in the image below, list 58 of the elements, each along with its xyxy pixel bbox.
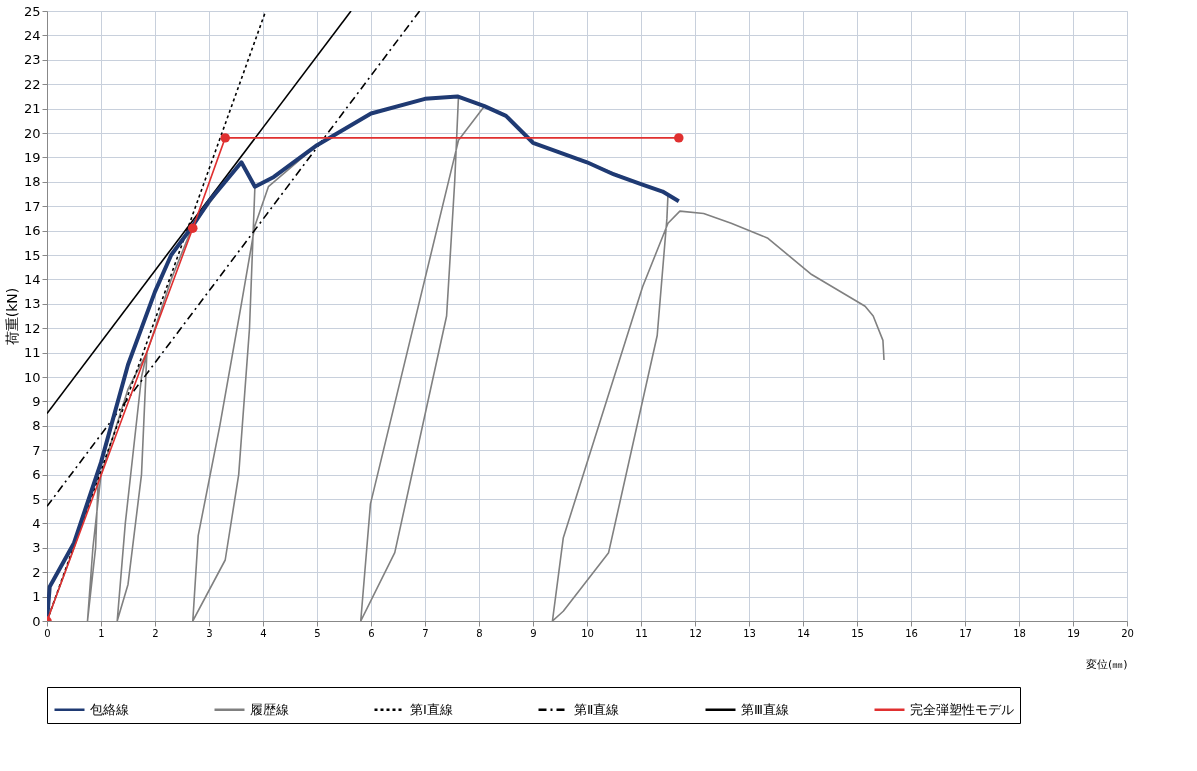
point xyxy=(188,223,198,233)
y-tick-label: 14 xyxy=(23,271,41,287)
x-tick-label: 17 xyxy=(959,627,972,639)
y-axis-title: 荷重(kN) xyxy=(3,287,20,346)
legend-label: 包絡線 xyxy=(90,701,129,717)
legend-label: 第Ⅲ直線 xyxy=(741,701,789,717)
y-tick-label: 19 xyxy=(23,149,41,165)
y-tick-label: 8 xyxy=(32,418,41,434)
point xyxy=(674,133,684,143)
x-tick-label: 12 xyxy=(689,627,702,639)
x-tick-label: 8 xyxy=(476,627,483,639)
y-tick-label: 6 xyxy=(32,467,41,483)
x-tick-label: 2 xyxy=(152,627,159,639)
x-tick-label: 4 xyxy=(260,627,267,639)
x-tick-label: 7 xyxy=(422,627,429,639)
x-tick-label: 6 xyxy=(368,627,375,639)
x-tick-label: 15 xyxy=(851,627,864,639)
x-tick-label: 10 xyxy=(581,627,594,639)
x-tick-label: 13 xyxy=(743,627,756,639)
y-tick-label: 15 xyxy=(23,247,41,263)
y-tick-label: 7 xyxy=(32,442,41,458)
y-tick-label: 4 xyxy=(32,515,41,531)
y-tick-label: 12 xyxy=(23,320,41,336)
y-tick-label: 2 xyxy=(32,564,41,580)
legend-label: 第Ⅱ直線 xyxy=(574,701,620,717)
point xyxy=(220,133,230,143)
x-tick-label: 19 xyxy=(1067,627,1080,639)
y-tick-label: 25 xyxy=(23,3,41,19)
x-tick-label: 1 xyxy=(98,627,105,639)
x-tick-label: 20 xyxy=(1121,627,1134,639)
y-tick-label: 3 xyxy=(32,540,41,556)
y-tick-label: 21 xyxy=(23,101,41,117)
legend-label: 履歴線 xyxy=(250,701,289,717)
x-tick-label: 11 xyxy=(635,627,648,639)
y-tick-label: 17 xyxy=(23,198,41,214)
x-tick-label: 9 xyxy=(530,627,537,639)
y-tick-label: 16 xyxy=(23,223,41,239)
y-tick-label: 18 xyxy=(23,174,41,190)
y-tick-label: 13 xyxy=(23,296,41,312)
x-tick-label: 14 xyxy=(797,627,810,639)
y-tick-label: 0 xyxy=(32,613,41,629)
x-tick-label: 16 xyxy=(905,627,918,639)
y-tick-label: 20 xyxy=(23,125,41,141)
y-tick-label: 23 xyxy=(23,52,41,68)
x-tick-label: 18 xyxy=(1013,627,1026,639)
y-tick-label: 1 xyxy=(32,589,41,605)
y-tick-label: 9 xyxy=(32,393,41,409)
y-tick-label: 10 xyxy=(23,369,41,385)
legend-label: 第Ⅰ直線 xyxy=(410,701,453,717)
y-tick-label: 24 xyxy=(23,27,41,43)
x-tick-label: 5 xyxy=(314,627,321,639)
x-axis-title: 変位(㎜) xyxy=(1085,657,1128,671)
y-tick-label: 11 xyxy=(23,345,41,361)
x-tick-label: 3 xyxy=(206,627,213,639)
x-tick-label: 0 xyxy=(44,627,51,639)
y-tick-label: 22 xyxy=(23,76,41,92)
legend-label: 完全弾塑性モデル xyxy=(910,701,1014,717)
y-tick-label: 5 xyxy=(32,491,41,507)
